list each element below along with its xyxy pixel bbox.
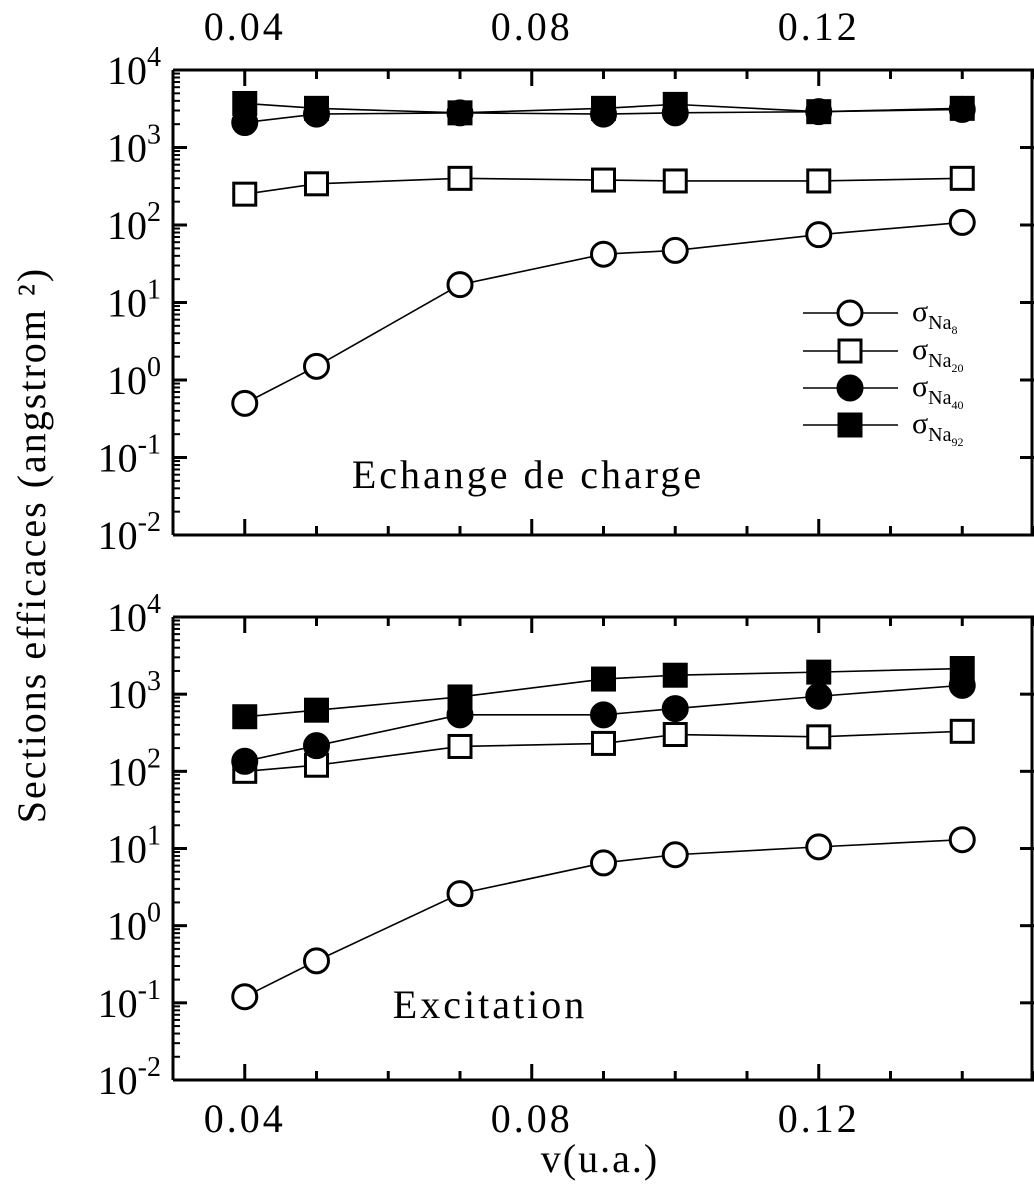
data-point-20 [662,722,688,748]
data-point-20 [591,730,616,756]
y-tick-label: 102 [107,197,161,248]
panel-bottom: 104 103 102 101 100 10-1 10-2 0.04 0.08 0.12 Excit… [98,589,1034,1141]
data-point-40 [231,747,259,775]
x-tick-label: 0.08 [491,1096,573,1141]
data-point-92 [232,704,258,730]
data-point-20 [806,168,832,194]
legend-label: σNa20 [912,333,964,375]
y-tick-label: 103 [107,666,161,717]
panel-top: 104 103 102 101 100 10-1 10-2 0.04 0.08 0.12 Echan… [98,4,1034,558]
data-point-20 [806,724,832,750]
data-point-20 [662,168,688,194]
y-tick-label: 10-1 [98,430,161,481]
data-point-40 [303,732,330,760]
data-point-20 [949,718,975,744]
data-point-20 [447,165,473,191]
x-tick-label-top: 0.04 [204,4,286,49]
x-tick-label: 0.04 [204,1096,286,1141]
data-point-8 [590,849,617,877]
data-point-92 [806,99,832,125]
data-point-8 [446,271,474,299]
y-tick-label: 101 [107,821,161,872]
legend-label: σNa92 [912,407,964,449]
data-point-92 [447,100,473,126]
y-tick-label: 102 [107,743,161,794]
x-tick-label: 0.12 [778,1096,860,1141]
x-tick-label-top: 0.08 [491,4,573,49]
data-point-92 [949,656,975,682]
y-tick-label: 100 [107,898,161,949]
legend-marker [837,412,863,438]
data-point-20 [949,165,975,191]
x-tick-label-top: 0.12 [778,4,860,49]
y-axis-label: Sections efficaces (angstrom ²) [9,267,54,823]
data-point-92 [949,95,975,121]
data-point-8 [661,841,689,869]
panel-annotation: Echange de charge [352,452,704,497]
data-point-8 [948,826,976,854]
y-tick-label: 10-2 [98,1052,161,1103]
legend-label: σNa8 [912,295,958,337]
legend-marker [837,338,863,364]
data-point-8 [446,880,474,908]
data-point-92 [232,90,258,116]
data-point-92 [591,95,616,121]
y-tick-label: 10-2 [98,507,161,558]
data-point-8 [948,208,976,236]
y-tick-label: 104 [107,589,161,640]
data-point-20 [591,167,616,193]
data-point-40 [805,682,833,710]
x-axis-label: v(u.a.) [541,1136,659,1181]
data-point-92 [591,666,616,692]
panel-annotation: Excitation [393,982,587,1027]
data-point-20 [304,171,329,197]
y-tick-label: 100 [107,352,161,403]
y-tick-label: 104 [107,42,161,93]
data-point-20 [232,181,258,207]
data-point-8 [590,240,617,268]
data-point-92 [806,659,832,685]
data-point-8 [661,236,689,264]
data-point-20 [447,733,473,759]
data-point-8 [805,833,833,861]
data-point-92 [662,91,688,117]
y-tick-label: 101 [107,275,161,326]
data-point-40 [661,695,689,723]
data-point-8 [805,221,833,249]
data-point-8 [303,352,330,380]
data-point-92 [662,662,688,688]
data-point-92 [447,684,473,710]
data-point-92 [304,697,329,723]
y-tick-label: 10-1 [98,975,161,1026]
data-point-8 [303,947,330,975]
legend-marker [836,299,864,327]
legend-marker [836,374,864,402]
data-point-40 [590,701,617,729]
legend-label: σNa40 [912,370,964,412]
y-tick-label: 103 [107,120,161,171]
data-point-92 [304,95,329,121]
data-point-8 [231,389,259,417]
data-point-8 [231,983,259,1011]
